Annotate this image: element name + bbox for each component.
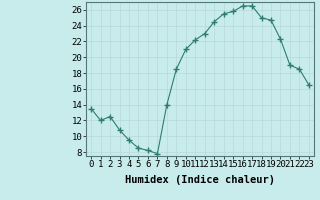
X-axis label: Humidex (Indice chaleur): Humidex (Indice chaleur) xyxy=(125,175,275,185)
